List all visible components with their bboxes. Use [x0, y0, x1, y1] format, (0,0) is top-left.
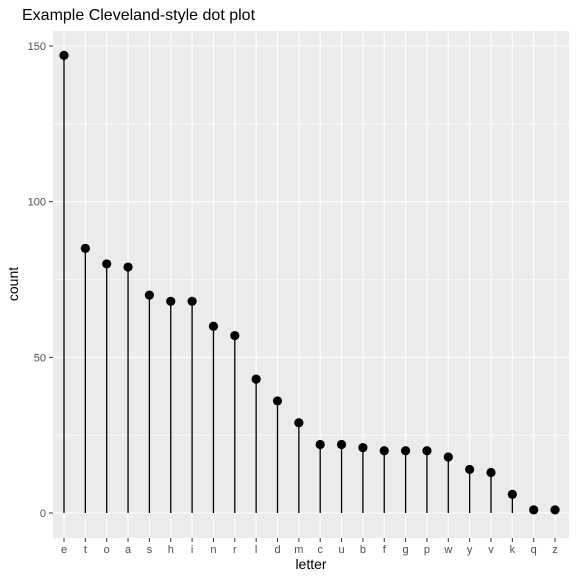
point-a	[123, 262, 133, 272]
y-tick-label: 50	[34, 352, 46, 364]
x-tick-label: w	[443, 544, 452, 556]
x-tick-label: f	[383, 544, 387, 556]
point-m	[294, 418, 304, 428]
x-axis-title: letter	[295, 556, 326, 572]
x-tick-label: a	[125, 544, 132, 556]
x-tick-label: o	[104, 544, 110, 556]
point-c	[315, 439, 325, 450]
point-w	[443, 452, 453, 462]
x-tick-label: k	[510, 544, 516, 556]
x-tick-label: n	[210, 544, 216, 556]
point-r	[230, 330, 240, 341]
point-g	[401, 446, 411, 456]
point-h	[166, 296, 176, 306]
x-tick-label: d	[274, 544, 280, 556]
point-o	[102, 259, 112, 269]
chart-title: Example Cleveland-style dot plot	[22, 7, 256, 24]
x-tick-label: q	[531, 544, 537, 556]
point-u	[336, 439, 347, 450]
y-axis-title: count	[5, 267, 21, 301]
y-axis-ticks: 0 50 100 150	[28, 41, 53, 520]
x-tick-label: e	[61, 544, 67, 556]
x-tick-label: h	[168, 544, 174, 556]
x-tick-label: g	[403, 544, 409, 556]
x-tick-label: c	[317, 544, 323, 556]
x-tick-label: y	[467, 544, 473, 556]
point-p	[422, 446, 432, 456]
point-y	[465, 464, 475, 475]
data-marks	[59, 50, 560, 515]
point-e	[59, 50, 69, 60]
point-v	[486, 467, 496, 478]
x-tick-label: m	[294, 544, 303, 556]
point-b	[358, 443, 368, 453]
x-tick-label: l	[255, 544, 257, 556]
x-tick-label: p	[424, 544, 430, 556]
point-k	[507, 489, 517, 499]
point-f	[379, 446, 389, 456]
x-tick-label: t	[84, 544, 87, 556]
point-i	[187, 296, 197, 306]
x-tick-label: b	[360, 544, 366, 556]
plot-panel	[53, 31, 569, 538]
x-tick-label: u	[338, 544, 344, 556]
point-n	[208, 321, 219, 331]
point-q	[529, 505, 539, 515]
x-tick-label: z	[552, 544, 558, 556]
y-tick-label: 150	[28, 41, 46, 53]
y-tick-label: 0	[40, 508, 46, 520]
y-tick-label: 100	[28, 197, 46, 209]
point-z	[550, 505, 560, 515]
point-l	[251, 374, 261, 384]
point-d	[272, 396, 283, 406]
x-tick-label: s	[147, 544, 153, 556]
point-s	[144, 290, 154, 300]
x-tick-label: i	[191, 544, 193, 556]
x-tick-label: v	[488, 544, 494, 556]
point-t	[80, 243, 90, 253]
x-tick-label: r	[233, 544, 237, 556]
